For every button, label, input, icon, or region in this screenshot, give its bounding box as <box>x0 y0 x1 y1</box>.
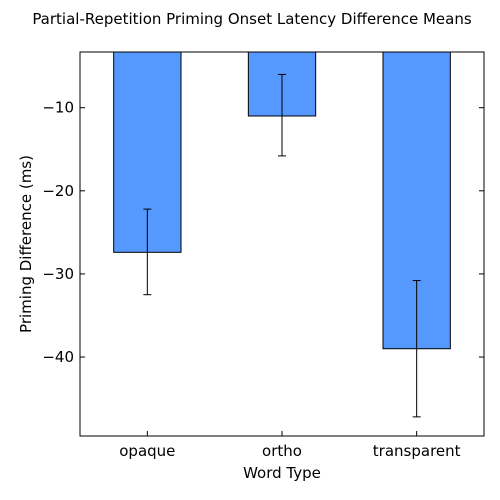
y-tick-label: −10 <box>42 99 74 117</box>
y-tick-label: −20 <box>42 182 74 200</box>
y-tick-label: −30 <box>42 265 74 283</box>
plot-frame <box>79 51 485 437</box>
y-axis-ticks: −10 −20 −30 −40 <box>42 99 484 366</box>
chart-title: Partial-Repetition Priming Onset Latency… <box>32 10 472 28</box>
x-axis-label: Word Type <box>243 464 321 482</box>
x-tick-label-transparent: transparent <box>373 442 461 460</box>
x-axis-ticks: opaque ortho transparent <box>119 431 461 460</box>
x-tick-label-opaque: opaque <box>119 442 175 460</box>
x-tick-label-ortho: ortho <box>262 442 302 460</box>
error-bars-group <box>143 73 421 418</box>
y-axis-label: Priming Difference (ms) <box>17 155 35 333</box>
y-tick-label: −40 <box>42 348 74 366</box>
